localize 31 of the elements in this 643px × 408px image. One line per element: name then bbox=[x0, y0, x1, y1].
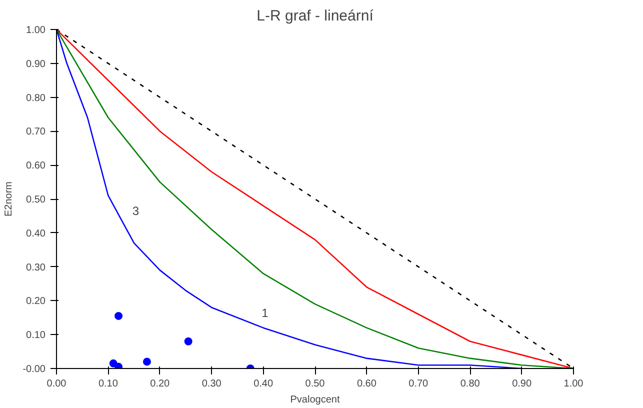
y-tick-label: 0.20 bbox=[26, 296, 46, 308]
y-tick-label: 0.50 bbox=[26, 194, 46, 206]
y-tick-label: -0.00 bbox=[22, 364, 46, 375]
y-tick-label: 0.90 bbox=[26, 58, 46, 70]
annotation: 3 bbox=[132, 204, 140, 218]
y-tick-label: 0.10 bbox=[26, 330, 46, 342]
x-axis-title: Pvalogcent bbox=[290, 394, 340, 406]
x-tick-label: 1.00 bbox=[564, 378, 584, 390]
x-tick-label: 0.20 bbox=[150, 378, 170, 390]
y-tick-label: 0.30 bbox=[26, 262, 46, 274]
y-tick-label: 0.70 bbox=[26, 126, 46, 138]
y-tick-label: 0.60 bbox=[26, 160, 46, 172]
point bbox=[114, 312, 123, 320]
y-tick-label: 0.80 bbox=[26, 92, 46, 104]
x-tick-label: 0.90 bbox=[512, 378, 532, 390]
x-tick-label: 0.60 bbox=[356, 378, 377, 390]
point bbox=[184, 337, 192, 346]
annotation: 1 bbox=[262, 306, 269, 320]
y-tick-label: 0.40 bbox=[26, 228, 46, 240]
x-tick-label: 0.00 bbox=[46, 378, 67, 390]
x-tick-label: 0.70 bbox=[408, 378, 429, 390]
point bbox=[114, 362, 123, 368]
x-tick-label: 0.10 bbox=[98, 378, 118, 390]
x-tick-label: 0.30 bbox=[202, 378, 222, 390]
x-tick-label: 0.80 bbox=[460, 378, 480, 390]
y-tick-label: 1.00 bbox=[26, 25, 46, 36]
x-tick-label: 0.50 bbox=[305, 378, 326, 390]
chart-title: L-R graf - lineární bbox=[256, 8, 374, 24]
y-axis-title: E2norm bbox=[4, 181, 15, 217]
point bbox=[142, 358, 151, 366]
x-tick-label: 0.40 bbox=[254, 378, 274, 390]
